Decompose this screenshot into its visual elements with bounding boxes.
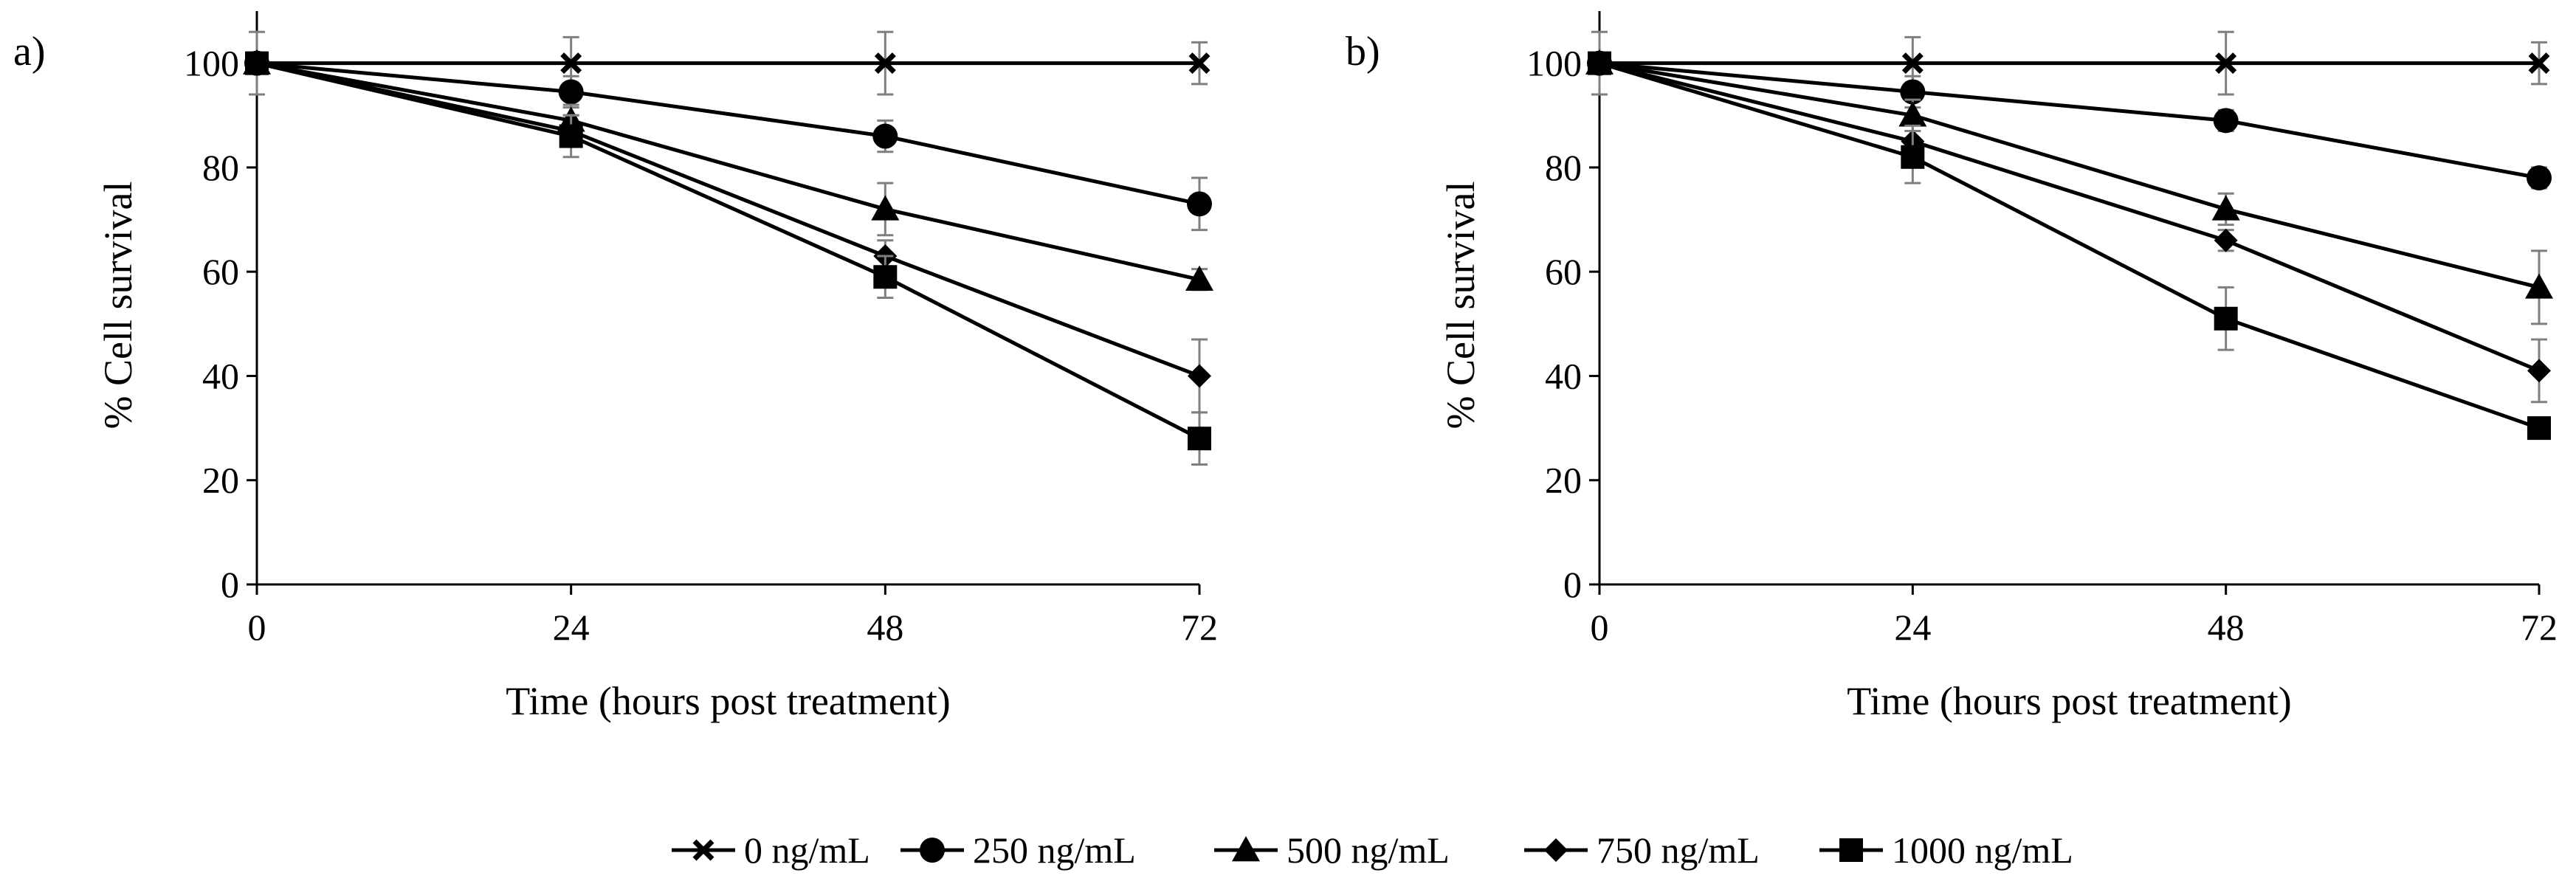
- y-tick-label: 100: [184, 43, 239, 84]
- series-line: [256, 61, 1200, 282]
- series-1000-ng-ml: [1588, 51, 2551, 441]
- series-500-ng-ml: [243, 49, 1213, 291]
- series-250-ng-ml: [244, 50, 1212, 232]
- data-point-square: [1188, 427, 1211, 451]
- x-tick-label: 48: [867, 607, 903, 648]
- x-axis-title: Time (hours post treatment): [1847, 679, 2291, 723]
- y-axis-title: % Cell survival: [1439, 182, 1483, 429]
- data-point-square: [559, 124, 583, 148]
- chart-panel-a: a) 0 20 40 60 80 100 0 24 48 72 Time (hours post tr…: [13, 11, 1218, 723]
- legend-label: 750 ng/mL: [1597, 829, 1760, 871]
- x-axis-title: Time (hours post treatment): [506, 679, 950, 723]
- series-0-ng-ml: [246, 30, 1210, 96]
- data-point-triangle: [871, 195, 900, 221]
- series-line: [1599, 61, 2540, 180]
- legend-marker-x: [692, 839, 714, 861]
- series-line: [256, 61, 1200, 378]
- x-tick-label: 24: [553, 607, 590, 648]
- series-line: [1599, 61, 2540, 289]
- legend-label: 0 ng/mL: [744, 829, 870, 871]
- data-point-x: [1901, 52, 1924, 75]
- data-point-x: [2528, 52, 2550, 75]
- legend-marker-triangle: [1232, 836, 1260, 862]
- legend-label: 500 ng/mL: [1287, 829, 1450, 871]
- legend-item: 500 ng/mL: [1214, 829, 1450, 871]
- series-1000-ng-ml: [245, 51, 1211, 466]
- data-point-square: [1901, 145, 1925, 169]
- series-line: [1599, 61, 2540, 373]
- data-point-circle: [2527, 165, 2552, 191]
- legend-item: 750 ng/mL: [1524, 829, 1760, 871]
- data-point-triangle: [1898, 101, 1927, 127]
- y-tick-label: 60: [202, 251, 239, 292]
- data-point-square: [1588, 51, 1611, 75]
- x-tick-label: 72: [2521, 607, 2558, 648]
- data-point-diamond: [1188, 364, 1211, 388]
- panel-label: a): [13, 29, 46, 75]
- y-tick-label: 40: [1545, 355, 1582, 396]
- data-point-circle: [558, 79, 584, 105]
- data-point-triangle: [2525, 273, 2553, 299]
- legend-item: 0 ng/mL: [672, 829, 870, 871]
- panel-label: b): [1346, 29, 1380, 75]
- data-point-x: [2215, 52, 2237, 75]
- legend-marker-diamond: [1544, 838, 1568, 862]
- y-tick-label: 100: [1526, 43, 1582, 84]
- x-tick-label: 0: [1591, 607, 1609, 648]
- legend-item: 250 ng/mL: [900, 829, 1136, 871]
- chart-panel-b: b) 0 20 40 60 80 100 0 24 48 72 Time (hours post tr…: [1346, 11, 2558, 723]
- series-line: [256, 61, 1200, 206]
- data-point-square: [245, 51, 269, 75]
- data-point-diamond: [2214, 228, 2238, 252]
- data-point-square: [873, 265, 898, 289]
- data-point-circle: [1900, 79, 1926, 105]
- x-tick-label: 24: [1894, 607, 1931, 648]
- data-point-circle: [872, 123, 898, 149]
- legend-marker-circle: [920, 838, 945, 863]
- data-point-triangle: [2211, 195, 2240, 221]
- series-250-ng-ml: [1587, 50, 2552, 191]
- y-axis-title: % Cell survival: [96, 182, 140, 429]
- y-tick-label: 80: [202, 147, 239, 188]
- legend: 0 ng/mL 250 ng/mL 500 ng/mL 750 ng/mL 1000 n…: [672, 829, 2073, 871]
- x-tick-label: 72: [1181, 607, 1218, 648]
- data-point-x: [874, 52, 896, 75]
- data-point-triangle: [1185, 265, 1213, 291]
- data-point-diamond: [2527, 359, 2551, 383]
- data-point-x: [560, 52, 582, 75]
- data-point-square: [2527, 416, 2551, 441]
- series-500-ng-ml: [1585, 49, 2553, 325]
- legend-label: 250 ng/mL: [973, 829, 1136, 871]
- data-point-square: [2214, 306, 2238, 331]
- data-point-circle: [1187, 191, 1212, 217]
- y-tick-label: 80: [1545, 147, 1582, 188]
- series-750-ng-ml: [245, 51, 1211, 414]
- legend-marker-square: [1839, 838, 1863, 862]
- series-line: [1599, 61, 2540, 430]
- y-tick-label: 0: [1563, 564, 1582, 605]
- x-tick-label: 48: [2208, 607, 2245, 648]
- y-tick-label: 20: [1545, 460, 1582, 501]
- y-tick-label: 0: [221, 564, 239, 605]
- x-tick-label: 0: [248, 607, 266, 648]
- y-tick-label: 20: [202, 460, 239, 501]
- data-point-x: [1188, 52, 1210, 75]
- legend-item: 1000 ng/mL: [1819, 829, 2073, 871]
- series-line: [256, 61, 1201, 441]
- y-tick-label: 60: [1545, 251, 1582, 292]
- data-point-circle: [2213, 108, 2239, 134]
- legend-label: 1000 ng/mL: [1892, 829, 2073, 871]
- y-tick-label: 40: [202, 355, 239, 396]
